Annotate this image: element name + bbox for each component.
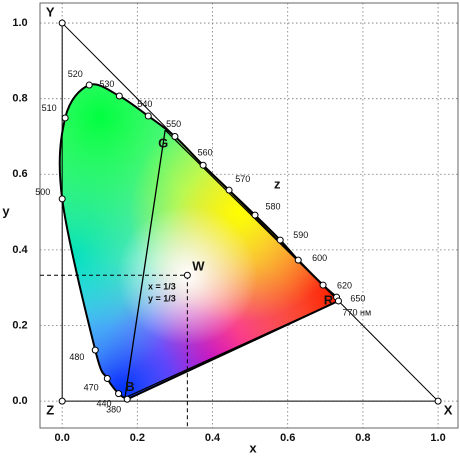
locus-point	[103, 374, 111, 382]
point-label: X	[444, 403, 453, 418]
point-label: W	[192, 259, 205, 274]
locus-point	[61, 114, 69, 122]
wavelength-label: 600	[312, 253, 327, 263]
vertex-point	[58, 19, 66, 27]
locus-point	[334, 297, 342, 305]
locus-point	[199, 161, 207, 169]
vertex-point	[434, 397, 442, 405]
wavelength-label: 470	[84, 382, 99, 392]
x-axis-label: x	[249, 440, 257, 455]
locus-point	[276, 236, 284, 244]
y-tick-label: 0.8	[12, 93, 27, 105]
reference-line	[124, 129, 166, 398]
locus-point	[58, 195, 66, 203]
x-tick-label: 0.0	[55, 432, 70, 444]
wavelength-label: 770 нм	[342, 307, 371, 317]
wavelength-label: 590	[293, 230, 308, 240]
locus-point	[225, 186, 233, 194]
wavelength-label: 520	[68, 69, 83, 79]
x-tick-label: 0.4	[205, 432, 221, 444]
wavelength-label: 560	[198, 148, 213, 158]
locus-point	[171, 132, 179, 140]
wavelength-label: 570	[235, 174, 250, 184]
wavelength-label: 380	[106, 404, 121, 414]
point-label: R	[324, 292, 334, 307]
locus-point	[144, 112, 152, 120]
locus-point	[115, 92, 123, 100]
wavelength-label: 540	[137, 99, 152, 109]
wavelength-label: 500	[35, 187, 50, 197]
locus-point	[91, 346, 99, 354]
point-label: G	[158, 135, 168, 150]
point-label: Y	[46, 4, 55, 19]
locus-point	[294, 256, 302, 264]
y-tick-label: 0.6	[12, 168, 27, 180]
wavelength-label: 530	[99, 79, 114, 89]
annotation: x = 1/3	[148, 281, 176, 291]
y-tick-label: 0.0	[12, 395, 27, 407]
point-label: Z	[46, 403, 54, 418]
y-tick-label: 1.0	[12, 17, 27, 29]
locus-point	[85, 81, 93, 89]
vertex-point	[58, 397, 66, 405]
wavelength-label: 480	[69, 352, 84, 362]
locus-point	[123, 395, 131, 403]
wavelength-label: 550	[166, 119, 181, 129]
y-axis-label: y	[2, 203, 10, 218]
y-tick-label: 0.2	[12, 319, 27, 331]
y-tick-label: 0.4	[12, 244, 28, 256]
x-tick-label: 0.6	[280, 432, 295, 444]
x-tick-label: 0.8	[355, 432, 370, 444]
annotation: y = 1/3	[148, 293, 176, 303]
locus-point	[319, 281, 327, 289]
locus-point	[115, 390, 123, 398]
wavelength-label: 510	[42, 103, 57, 113]
wavelength-label: 650	[350, 293, 365, 303]
wavelength-label: 580	[265, 202, 280, 212]
annotation: z	[274, 177, 281, 192]
x-tick-label: 1.0	[430, 432, 445, 444]
reference-line	[61, 22, 439, 402]
wavelength-label: 440	[96, 398, 111, 408]
vertex-point	[183, 271, 191, 279]
locus-point	[251, 211, 259, 219]
wavelength-label: 620	[337, 280, 352, 290]
point-label: B	[125, 379, 134, 394]
x-tick-label: 0.2	[130, 432, 145, 444]
